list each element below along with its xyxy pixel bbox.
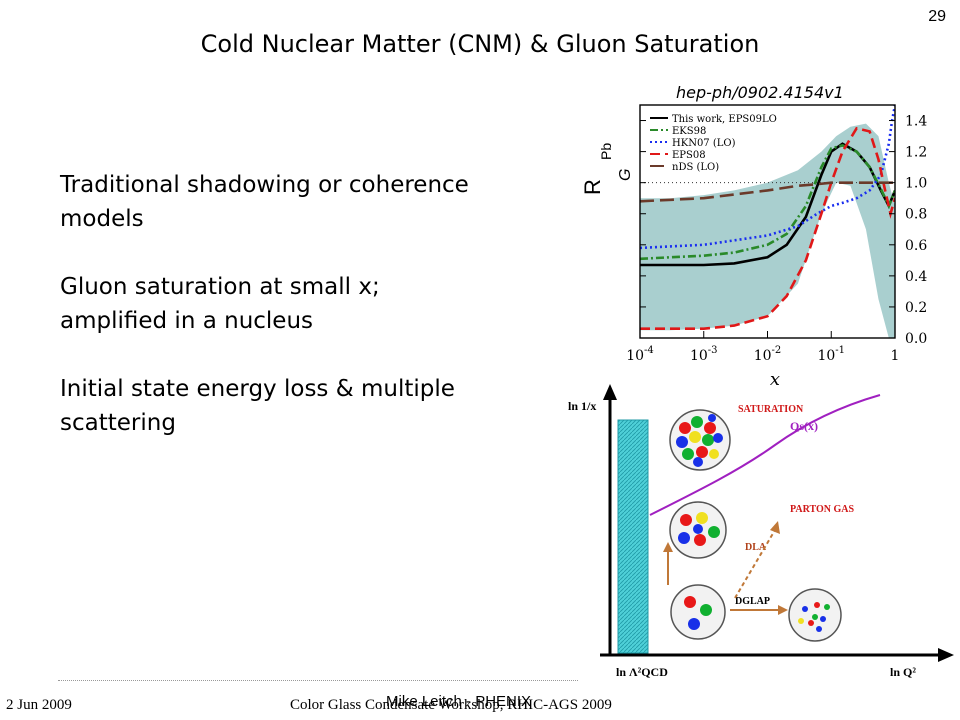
y-tick-label: 0.4 — [905, 269, 927, 285]
footer-date: 2 Jun 2009 — [6, 697, 72, 713]
parton-dot — [676, 436, 688, 448]
saturation-diagram: ln 1/x ln Λ²QCD ln Q² SATURATION Qs(x) PARTON… — [568, 384, 954, 679]
parton-dot — [808, 620, 814, 626]
x-tick-label: 10-2 — [754, 345, 782, 364]
parton-dot — [693, 524, 703, 534]
parton-dot — [798, 618, 804, 624]
legend-entry: nDS (LO) — [672, 162, 719, 173]
parton-dot — [802, 606, 808, 612]
bullet-energy-loss: Initial state energy loss & multiple sca… — [60, 376, 455, 436]
y-tick-label: 1.2 — [905, 145, 927, 161]
paper-reference: hep-ph/0902.4154v1 — [676, 83, 844, 102]
uncertainty-band — [640, 123, 895, 338]
parton-dot — [816, 626, 822, 632]
diagram-annotation: PARTON GAS — [790, 504, 854, 515]
diagram-annotation: Qs(x) — [790, 419, 818, 433]
parton-dot — [694, 534, 706, 546]
y-tick-label: 0.6 — [905, 238, 927, 254]
dla-arrow — [734, 529, 776, 599]
bullet-shadowing: Traditional shadowing or coherence model… — [60, 172, 469, 232]
footer-presenter: Mike Leitch - PHENIX — [386, 693, 532, 710]
parton-dot — [680, 514, 692, 526]
y-axis-label-main: R — [580, 179, 605, 195]
parton-dot — [820, 616, 826, 622]
series-line-4 — [640, 181, 895, 203]
y-tick-label: 0.0 — [905, 331, 927, 347]
parton-dot — [814, 602, 820, 608]
x-tick-label: 10-4 — [626, 345, 654, 364]
slide-title: Cold Nuclear Matter (CNM) & Gluon Satura… — [200, 30, 760, 58]
y-tick-label: 0.8 — [905, 207, 927, 223]
rg-chart: 0.0 0.2 0.4 0.6 0.8 1.0 1.2 1.4 10-4 10-3 10-2 10-1… — [580, 104, 927, 390]
y-axis-label-sub: G — [617, 169, 634, 181]
legend-entry: This work, EPS09LO — [672, 114, 777, 125]
nucleon-dglap — [670, 584, 726, 640]
y-tick-label: 1.4 — [905, 114, 927, 130]
series-line-1 — [640, 144, 895, 261]
diagram-x-label: ln Q² — [890, 665, 916, 679]
parton-dot — [693, 457, 703, 467]
parton-dot — [824, 604, 830, 610]
diagram-x-arrow — [938, 648, 954, 662]
y-tick-label: 1.0 — [905, 176, 927, 192]
series-line-2 — [640, 105, 895, 250]
dla-arrowhead — [770, 521, 780, 534]
y-tick-label: 0.2 — [905, 300, 927, 316]
x-axis-label: x — [770, 369, 780, 390]
y-axis-label-sup: Pb — [598, 143, 614, 160]
parton-dot — [700, 604, 712, 616]
x-tick-label: 10-1 — [817, 345, 845, 364]
parton-dot — [704, 422, 716, 434]
parton-dot — [688, 618, 700, 630]
parton-dot — [696, 446, 708, 458]
parton-dot — [702, 434, 714, 446]
footer-conference: Color Glass Condensate Workshop, RHIC-AG… — [290, 697, 612, 713]
x-tick-label: 10-3 — [690, 345, 718, 364]
parton-dot — [691, 416, 703, 428]
slide-number: 29 — [928, 8, 946, 25]
diagram-y-arrow — [603, 384, 617, 400]
dglap-arrowhead — [778, 605, 788, 615]
saturation-scale-curve — [649, 394, 881, 516]
x-tick-label: 1 — [891, 348, 900, 364]
bullet-list: Traditional shadowing or coherence model… — [60, 168, 480, 474]
parton-dot — [684, 596, 696, 608]
parton-dot — [682, 448, 694, 460]
diagram-y-label: ln 1/x — [568, 399, 596, 413]
diagram-origin-label: ln Λ²QCD — [616, 665, 668, 679]
diagram-annotation: DGLAP — [735, 596, 770, 607]
legend-entry: HKN07 (LO) — [672, 138, 736, 149]
parton-dot — [812, 614, 818, 620]
diagram-annotation: DLA — [745, 542, 767, 553]
confinement-region-bar — [617, 419, 649, 654]
parton-dot — [696, 512, 708, 524]
parton-dot — [708, 526, 720, 538]
diagram-annotation: SATURATION — [738, 404, 804, 415]
bullet-saturation: Gluon saturation at small x; amplified i… — [60, 274, 380, 334]
parton-dot — [678, 532, 690, 544]
bfkl-arrowhead — [663, 542, 673, 552]
parton-dot — [679, 422, 691, 434]
parton-dot — [708, 414, 716, 422]
legend-entry: EKS98 — [672, 126, 706, 137]
parton-dot — [713, 433, 723, 443]
parton-dot — [689, 431, 701, 443]
legend-entry: EPS08 — [672, 150, 706, 161]
footer-divider — [58, 680, 578, 681]
parton-dot — [709, 449, 719, 459]
